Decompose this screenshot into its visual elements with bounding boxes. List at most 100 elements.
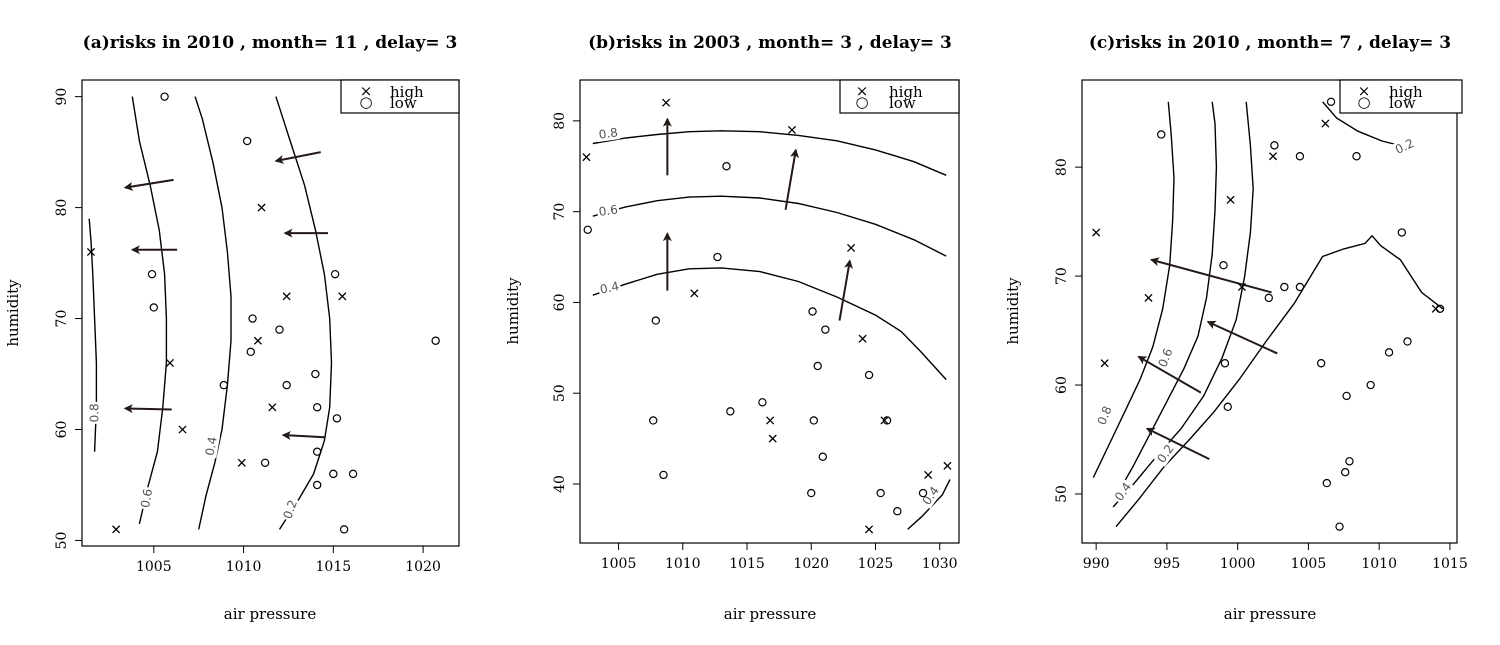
low-point bbox=[348, 469, 358, 479]
panel-a-legend-symbol-low: ○ bbox=[359, 93, 372, 111]
low-point bbox=[312, 480, 322, 490]
low-point bbox=[431, 336, 440, 345]
low-point bbox=[1435, 304, 1445, 313]
high-point bbox=[662, 98, 671, 107]
contour-label: 0.6 bbox=[598, 202, 619, 219]
panel-b-title: (b)risks in 2003 , month= 3 , delay= 3 bbox=[588, 33, 952, 53]
contour-label-bg bbox=[1094, 402, 1116, 429]
y-tick-label: 70 bbox=[1054, 267, 1070, 285]
x-tick-label: 1025 bbox=[858, 556, 894, 572]
contour-label: 0.8 bbox=[88, 403, 102, 422]
panel-b-x-axis: 1005 1010 1015 1020 1025 1030 bbox=[601, 542, 958, 572]
contour-line bbox=[194, 96, 232, 530]
gradient-arrow bbox=[1206, 320, 1278, 355]
x-tick-label: 1010 bbox=[1361, 556, 1397, 572]
panel-b-points bbox=[582, 98, 952, 534]
panel-a: (a)risks in 2010 , month= 11 , delay= 3 … bbox=[4, 33, 460, 623]
low-point bbox=[1384, 348, 1394, 357]
panel-a-arrows bbox=[123, 151, 328, 440]
low-point bbox=[918, 488, 928, 498]
contour-label-bg bbox=[597, 278, 622, 298]
panel-a-legend-label-low: low bbox=[390, 94, 417, 112]
x-tick-label: 1015 bbox=[1432, 556, 1468, 572]
high-point bbox=[768, 434, 777, 443]
x-tick-label: 1030 bbox=[922, 556, 958, 572]
panel-c-legend-symbol-high: × bbox=[1358, 82, 1371, 100]
low-point bbox=[219, 380, 229, 390]
low-point bbox=[808, 307, 817, 316]
high-point bbox=[943, 461, 952, 470]
panel-b-legend-label-high: high bbox=[889, 83, 923, 101]
contour-label-bg bbox=[1153, 440, 1178, 467]
low-point bbox=[332, 414, 342, 423]
panel-a-y-axis: 50 60 70 80 90 bbox=[54, 88, 83, 550]
low-point bbox=[149, 303, 159, 312]
gradient-arrow bbox=[281, 430, 325, 440]
x-tick-label: 1010 bbox=[665, 556, 701, 572]
contour-label-bg bbox=[202, 434, 221, 459]
y-tick-label: 80 bbox=[1054, 158, 1070, 176]
contour-line bbox=[1112, 101, 1254, 508]
low-point bbox=[242, 136, 252, 146]
panel-c-legend-label-high: high bbox=[1389, 83, 1423, 101]
y-tick-label: 50 bbox=[54, 532, 70, 550]
low-point bbox=[248, 314, 257, 323]
low-point bbox=[1295, 282, 1305, 292]
high-point bbox=[338, 292, 347, 301]
low-point bbox=[160, 92, 169, 101]
panel-b-x-label: air pressure bbox=[724, 605, 817, 623]
panel-b-legend-symbol-low: ○ bbox=[855, 93, 868, 111]
low-point bbox=[651, 316, 661, 325]
low-point bbox=[713, 252, 722, 262]
contour-label: 0.2 bbox=[1154, 442, 1176, 466]
gradient-arrow bbox=[838, 259, 853, 321]
low-point bbox=[1280, 282, 1289, 292]
high-point bbox=[1100, 359, 1109, 368]
low-point bbox=[1223, 402, 1232, 412]
high-point bbox=[1144, 293, 1153, 302]
high-point bbox=[880, 416, 889, 425]
x-tick-label: 1000 bbox=[1220, 556, 1256, 572]
panel-a-title: (a)risks in 2010 , month= 11 , delay= 3 bbox=[83, 33, 458, 53]
panel-c-contours: 0.80.60.40.20.2 bbox=[1092, 101, 1444, 528]
low-point bbox=[1264, 293, 1273, 303]
panel-c: (c)risks in 2010 , month= 7 , delay= 3 0… bbox=[1004, 33, 1468, 623]
contour-line bbox=[592, 130, 947, 176]
low-point bbox=[260, 458, 270, 467]
panel-b-legend-label-low: low bbox=[889, 94, 916, 112]
contour-line bbox=[275, 96, 333, 530]
low-point bbox=[1295, 152, 1305, 161]
low-point bbox=[1403, 337, 1412, 346]
low-point bbox=[864, 370, 874, 380]
low-point bbox=[1270, 141, 1279, 150]
high-point bbox=[112, 525, 121, 534]
y-tick-label: 70 bbox=[552, 203, 568, 221]
y-tick-label: 40 bbox=[552, 475, 568, 493]
high-point bbox=[690, 289, 699, 298]
panel-c-y-axis: 50 60 70 80 bbox=[1054, 158, 1083, 503]
low-point bbox=[876, 488, 885, 498]
contour-label-bg bbox=[279, 496, 301, 523]
high-point bbox=[865, 525, 874, 534]
low-point bbox=[1342, 391, 1351, 401]
y-tick-label: 50 bbox=[1054, 485, 1070, 503]
low-point bbox=[246, 347, 255, 357]
low-point bbox=[312, 403, 322, 412]
y-tick-label: 70 bbox=[54, 310, 70, 328]
panel-a-legend: × high ○ low bbox=[340, 79, 460, 114]
gradient-arrow bbox=[274, 151, 321, 164]
high-point bbox=[1237, 282, 1246, 292]
low-point bbox=[312, 447, 322, 456]
contour-line bbox=[1115, 234, 1444, 528]
high-point bbox=[165, 358, 175, 367]
low-point bbox=[1316, 359, 1326, 368]
contour-line bbox=[1322, 101, 1408, 149]
low-point bbox=[1352, 152, 1361, 161]
low-point bbox=[1220, 359, 1230, 368]
contour-label: 0.4 bbox=[203, 436, 220, 457]
gradient-arrow bbox=[123, 178, 174, 191]
panel-b-legend-box bbox=[839, 79, 960, 114]
x-tick-label: 1015 bbox=[316, 559, 352, 575]
low-point bbox=[1157, 130, 1166, 139]
